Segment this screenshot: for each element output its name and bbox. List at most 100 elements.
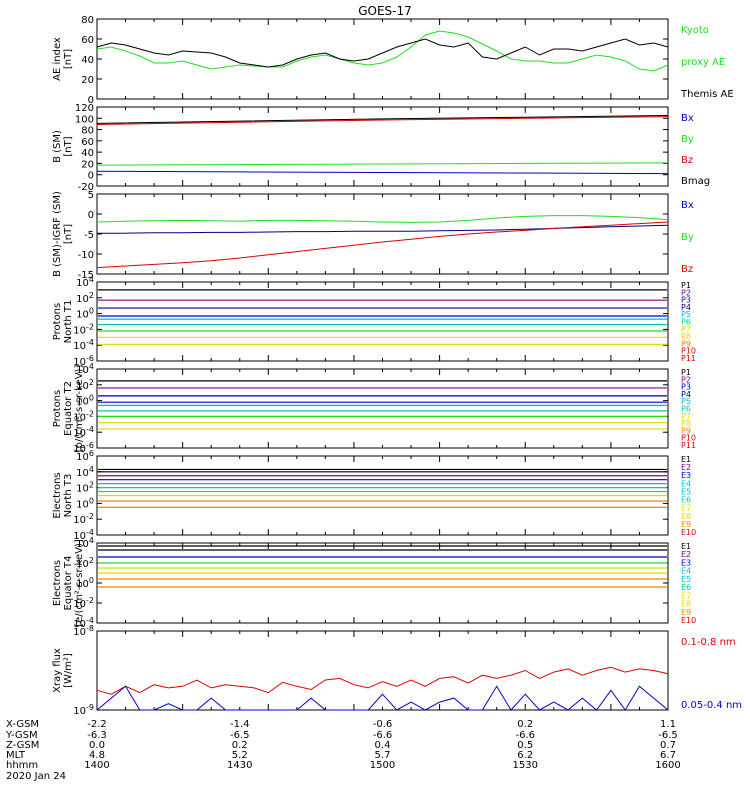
series-line-0.1-0.8 nm bbox=[96, 666, 669, 695]
series-line-By bbox=[96, 215, 669, 223]
y-tick-label: 100 bbox=[76, 307, 94, 321]
legend-label: P5 bbox=[681, 310, 691, 319]
footer-value: 1600 bbox=[655, 760, 680, 771]
footer-value: 0.0 bbox=[89, 740, 105, 751]
y-tick-label: 10-2 bbox=[73, 322, 94, 336]
footer-row-label: hhmm bbox=[6, 760, 38, 771]
footer-row-label: Y-GSM bbox=[5, 730, 38, 741]
legend-label: P11 bbox=[681, 354, 696, 363]
footer-value: 1400 bbox=[84, 760, 109, 771]
footer-value: 1430 bbox=[227, 760, 252, 771]
legend-label: P2 bbox=[681, 288, 691, 297]
legend-label: P2 bbox=[681, 375, 691, 384]
y-axis-label: AE index[nT] bbox=[52, 37, 74, 81]
y-tick-label: 100 bbox=[76, 576, 94, 590]
legend-label: E6 bbox=[681, 496, 691, 505]
legend-label: Bmag bbox=[681, 176, 710, 187]
panel-ae: AE index[nT] Kyoto proxy AE Themis AE bbox=[52, 18, 734, 100]
y-tick-label: 0 bbox=[88, 95, 94, 106]
legend-label: P3 bbox=[681, 383, 691, 392]
legend-label: E3 bbox=[681, 471, 691, 480]
panel-bigrf: B (SM)-IGRF (SM)[nT] Bx By Bz bbox=[52, 191, 694, 277]
y-axis-label: B (SM)[nT] bbox=[52, 130, 74, 163]
series-line-Bx bbox=[96, 170, 669, 175]
legend-label: P10 bbox=[681, 434, 696, 443]
legend-label: Bz bbox=[681, 264, 693, 275]
y-tick-label: 106 bbox=[76, 449, 94, 463]
y-axis-label: ProtonsNorth T1 bbox=[52, 300, 74, 344]
y-tick-label: 10-4 bbox=[73, 338, 94, 352]
y-axis-label: B (SM)-IGRF (SM)[nT] bbox=[52, 191, 74, 277]
legend-label: E1 bbox=[681, 455, 691, 464]
footer-value: 4.8 bbox=[89, 750, 105, 761]
y-tick-label: 10-2 bbox=[73, 512, 94, 526]
y-tick-label: -20 bbox=[78, 182, 94, 193]
y-tick-label: 10-6 bbox=[73, 354, 94, 368]
footer-value: 5.7 bbox=[375, 750, 391, 761]
y-tick-label: 10-9 bbox=[73, 703, 94, 717]
legend-label: P9 bbox=[681, 339, 691, 348]
footer-row-label: X-GSM bbox=[6, 719, 39, 730]
legend-label: E7 bbox=[681, 591, 691, 600]
y-tick-label: 80 bbox=[81, 126, 94, 137]
legend-label: E4 bbox=[681, 479, 691, 488]
y-tick-label: 60 bbox=[81, 137, 94, 148]
series-line-By bbox=[96, 162, 669, 166]
legend-label: By bbox=[681, 232, 694, 243]
footer-value: 6.7 bbox=[660, 750, 676, 761]
y-tick-label: 40 bbox=[81, 148, 94, 159]
legend-label: P11 bbox=[681, 441, 696, 450]
y-tick-label: 5 bbox=[88, 190, 94, 201]
y-tick-label: -10 bbox=[78, 250, 94, 261]
legend-label: Bx bbox=[681, 200, 694, 211]
legend-label: P1 bbox=[681, 368, 691, 377]
legend-label: E1 bbox=[681, 542, 691, 551]
footer-row-label: Z-GSM bbox=[6, 740, 39, 751]
legend-label: P8 bbox=[681, 332, 691, 341]
y-tick-label: 0 bbox=[88, 171, 94, 182]
legend-label: Themis AE bbox=[680, 89, 734, 100]
y-tick-label: 10-4 bbox=[73, 425, 94, 439]
y-tick-label: -15 bbox=[78, 270, 94, 281]
series-line-Bz bbox=[96, 116, 669, 125]
legend-label: E9 bbox=[681, 520, 691, 529]
series-line-Bx bbox=[97, 224, 669, 234]
legend-label: E8 bbox=[681, 512, 691, 521]
panel-frame bbox=[96, 542, 669, 624]
legend-label: E3 bbox=[681, 558, 691, 567]
y-tick-label: 10-4 bbox=[73, 616, 94, 630]
y-tick-label: 10-6 bbox=[73, 441, 94, 455]
panel-pe: ProtonsEquator T2[p/(cm²-s-sr-keV)] P1P2P… bbox=[52, 365, 696, 453]
legend-label: P5 bbox=[681, 397, 691, 406]
footer-value: 0.2 bbox=[232, 740, 248, 751]
y-axis-label: Xray flux[W/m²] bbox=[52, 648, 74, 693]
series-line-proxy AE bbox=[96, 30, 669, 72]
y-axis-label: ProtonsEquator T2[p/(cm²-s-sr-keV)] bbox=[52, 365, 85, 453]
legend-label: E4 bbox=[681, 567, 691, 576]
legend-label: P1 bbox=[681, 281, 691, 290]
legend-label: E10 bbox=[681, 528, 696, 537]
y-tick-label: 10-4 bbox=[73, 528, 94, 542]
y-tick-label: 102 bbox=[76, 556, 94, 570]
series-line-Bz bbox=[96, 221, 669, 269]
footer-value: -0.6 bbox=[373, 719, 393, 730]
legend-label: proxy AE bbox=[681, 57, 725, 68]
legend-label: E7 bbox=[681, 504, 691, 513]
legend-label: 0.1-0.8 nm bbox=[681, 637, 736, 648]
legend-label: E2 bbox=[681, 550, 691, 559]
y-tick-label: 0 bbox=[88, 210, 94, 221]
figure-title: GOES-17 bbox=[358, 4, 412, 18]
y-tick-label: 104 bbox=[76, 465, 94, 479]
y-tick-label: 10-2 bbox=[73, 596, 94, 610]
footer-value: -6.5 bbox=[230, 730, 250, 741]
y-tick-label: 80 bbox=[81, 15, 94, 26]
y-tick-label: 10-2 bbox=[73, 409, 94, 423]
legend-label: 0.05-0.4 nm bbox=[681, 700, 742, 711]
legend-label: By bbox=[681, 134, 694, 145]
legend-label: Bx bbox=[681, 113, 694, 124]
footer-value: 0.7 bbox=[660, 740, 676, 751]
